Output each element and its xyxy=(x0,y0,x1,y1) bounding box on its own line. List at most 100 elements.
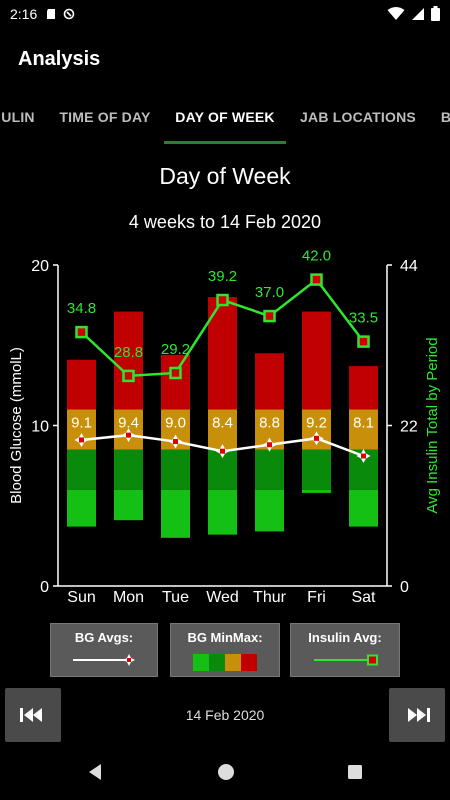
x-tick-label: Wed xyxy=(206,589,239,606)
battery-icon xyxy=(431,6,440,21)
bg-avgs-legend-button[interactable]: BG Avgs: xyxy=(50,623,158,677)
bar-segment-high xyxy=(67,359,96,410)
bg-avg-marker-center xyxy=(79,437,84,443)
bar-segment-low-light xyxy=(114,489,143,521)
swatch-low xyxy=(209,654,225,671)
insulin-avg-label: 28.8 xyxy=(114,344,143,361)
x-tick-label: Mon xyxy=(113,589,144,606)
x-tick-label: Fri xyxy=(307,589,326,606)
back-icon[interactable] xyxy=(86,762,104,782)
y-tick-label: 20 xyxy=(31,258,49,275)
tab-jab-locations[interactable]: JAB LOCATIONS xyxy=(300,109,416,125)
tab-bar: ULIN TIME OF DAY DAY OF WEEK JAB LOCATIO… xyxy=(0,90,450,144)
system-nav-bar xyxy=(0,748,450,800)
bar-segment-low xyxy=(302,449,331,490)
status-bar: 2:16 xyxy=(0,0,450,28)
bg-minmax-legend-label: BG MinMax: xyxy=(187,630,263,645)
insulin-avg-label: 34.8 xyxy=(67,300,96,317)
x-tick-label: Sat xyxy=(351,589,376,606)
bg-avg-label: 9.4 xyxy=(118,414,139,431)
swatch-high xyxy=(241,654,257,671)
bar-segment-low xyxy=(114,449,143,490)
bg-avg-marker-center xyxy=(314,435,319,441)
wifi-icon xyxy=(387,6,405,20)
insulin-avg-label: 39.2 xyxy=(208,268,237,285)
insulin-avg-marker xyxy=(357,335,370,348)
tab-day-of-week[interactable]: DAY OF WEEK xyxy=(175,109,275,125)
chart-subtitle: 4 weeks to 14 Feb 2020 xyxy=(128,212,322,232)
recents-icon[interactable] xyxy=(346,762,364,782)
bar-segment-high xyxy=(255,353,284,410)
minmax-swatches xyxy=(193,654,257,671)
bar-segment-low-light xyxy=(255,489,284,532)
bar-segment-high xyxy=(161,354,190,410)
bg-avg-marker-center xyxy=(126,432,131,438)
bg-avg-marker-center xyxy=(220,448,225,454)
insulin-avg-label: 37.0 xyxy=(255,284,284,301)
y2-tick-label: 44 xyxy=(400,258,418,275)
insulin-avg-marker xyxy=(122,369,135,383)
home-icon[interactable] xyxy=(216,762,236,782)
bar-segment-mid xyxy=(208,409,237,450)
app-title: Analysis xyxy=(18,47,101,70)
status-time: 2:16 xyxy=(10,6,38,22)
bar-segment-mid xyxy=(349,409,378,450)
tab-next[interactable]: B xyxy=(440,109,450,125)
y-tick-label: 0 xyxy=(40,579,49,596)
date-navigation: 14 Feb 2020 xyxy=(0,688,450,742)
bar-segment-low xyxy=(67,449,96,490)
swatch-low-light xyxy=(193,654,209,671)
day-of-week-chart: 0 10 20 0 22 44 Blood Glucose (mmolL) Avg Insul… xyxy=(8,250,441,606)
insulin-avg-marker xyxy=(75,325,88,339)
y-axis-title: Blood Glucose (mmolL) xyxy=(8,347,25,504)
x-tick-label: Thur xyxy=(253,589,287,606)
insulin-line-icon xyxy=(314,654,378,666)
bg-avg-label: 9.0 xyxy=(165,414,186,431)
bar-segment-high xyxy=(349,366,378,410)
sd-card-icon xyxy=(47,9,56,19)
bar-segment-high xyxy=(114,311,143,410)
bg-avg-marker-center xyxy=(173,439,178,445)
swatch-mid xyxy=(225,654,241,671)
bar-segment-low-light xyxy=(67,489,96,527)
tab-time-of-day[interactable]: TIME OF DAY xyxy=(59,109,151,125)
bg-minmax-legend-button[interactable]: BG MinMax: xyxy=(170,623,280,677)
bg-avg-label: 8.1 xyxy=(353,414,374,431)
tab-indicator xyxy=(164,141,286,144)
insulin-avg-label: 33.5 xyxy=(349,310,378,327)
previous-period-button[interactable] xyxy=(5,688,61,742)
bar-segment-low xyxy=(255,449,284,490)
insulin-avg-marker xyxy=(169,366,182,380)
insulin-avg-legend-button[interactable]: Insulin Avg: xyxy=(290,623,400,677)
bar-segment-low-light xyxy=(161,489,190,538)
y2-axis-title: Avg Insulin Total by Period xyxy=(424,337,441,513)
insulin-avg-label: 29.2 xyxy=(161,341,190,358)
y-tick-label: 10 xyxy=(31,419,49,436)
bg-avg-line-icon xyxy=(73,654,135,666)
bar-segment-low-light xyxy=(302,489,331,493)
bg-avg-marker-center xyxy=(267,442,272,448)
skip-next-icon xyxy=(408,708,430,722)
cell-signal-icon xyxy=(412,7,424,20)
insulin-avg-label: 42.0 xyxy=(302,250,331,265)
bg-avg-label: 8.4 xyxy=(212,414,233,431)
bg-avgs-legend-label: BG Avgs: xyxy=(74,630,134,645)
bar-segment-low xyxy=(161,449,190,490)
next-period-button[interactable] xyxy=(389,688,445,742)
insulin-avg-marker xyxy=(263,309,276,323)
insulin-avg-marker xyxy=(310,273,323,286)
chart-title: Day of Week xyxy=(159,163,291,189)
x-tick-label: Tue xyxy=(162,589,189,606)
bg-avg-label: 9.1 xyxy=(71,414,92,431)
bg-avg-marker-center xyxy=(361,453,366,459)
tab-insulin[interactable]: ULIN xyxy=(1,109,35,125)
bg-avg-label: 8.8 xyxy=(259,414,280,431)
bg-avg-label: 9.2 xyxy=(306,414,327,431)
bar-segment-high xyxy=(302,311,331,410)
skip-previous-icon xyxy=(20,708,42,722)
insulin-avg-legend-label: Insulin Avg: xyxy=(308,630,382,645)
y2-tick-label: 0 xyxy=(400,579,409,596)
y2-tick-label: 22 xyxy=(400,419,418,436)
app-bar: Analysis xyxy=(0,28,450,90)
bar-segment-low-light xyxy=(349,489,378,527)
